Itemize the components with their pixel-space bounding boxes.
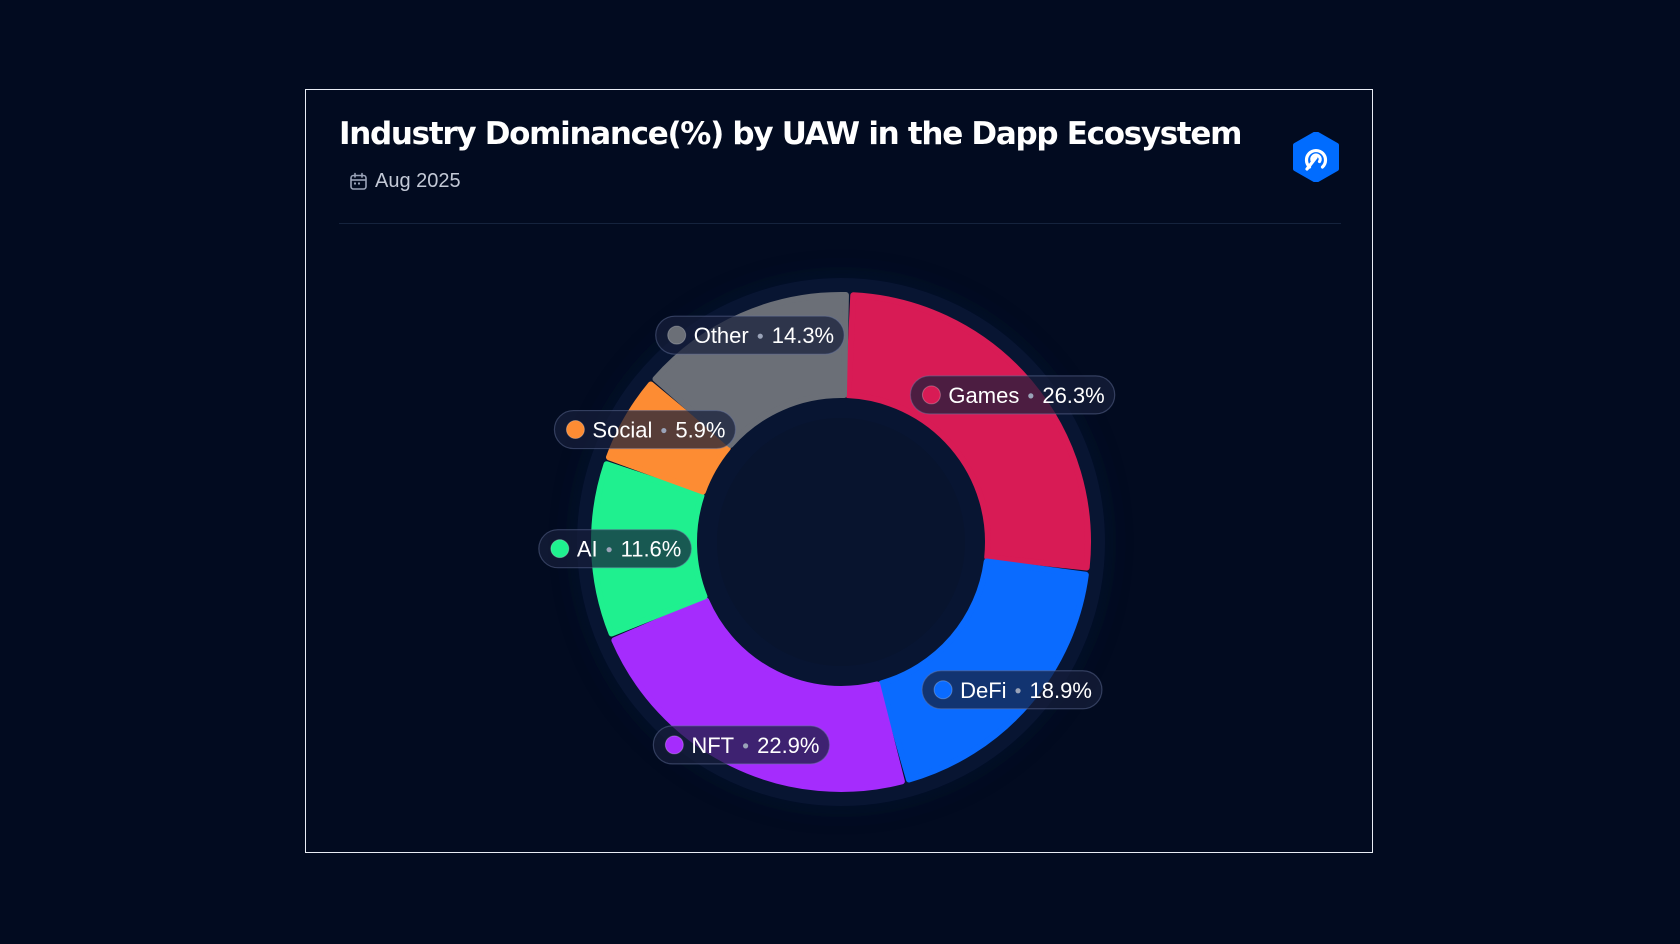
slice-label-social: Social 5.9% [553, 409, 737, 450]
label-separator [1028, 393, 1034, 399]
slice-value: 18.9% [1030, 678, 1092, 703]
slice-name: Social [592, 418, 652, 443]
slice-label-games: Games 26.3% [909, 375, 1116, 415]
slice-value: 26.3% [1042, 383, 1104, 408]
slice-label-ai: AI 11.6% [538, 529, 692, 569]
label-separator [1015, 688, 1021, 694]
slice-games[interactable] [845, 292, 1091, 571]
slice-nft[interactable] [611, 597, 905, 792]
label-chip-background [553, 409, 737, 450]
slice-value: 11.6% [621, 537, 682, 562]
calendar-icon [349, 172, 368, 191]
label-chip-background [538, 529, 692, 569]
label-chip-background [921, 670, 1103, 710]
slice-name: Other [694, 323, 749, 348]
label-chip-background [652, 725, 831, 765]
legend-dot [667, 325, 687, 345]
slice-value: 22.9% [757, 733, 819, 758]
legend-dot [550, 539, 570, 559]
legend-dot [921, 385, 941, 405]
slice-value: 5.9% [675, 418, 725, 443]
slice-name: NFT [691, 733, 734, 758]
slice-name: AI [577, 537, 598, 562]
label-separator [661, 427, 667, 434]
slice-name: Games [948, 383, 1019, 408]
dappradar-logo-icon[interactable] [1291, 131, 1341, 187]
label-chip-background [655, 315, 845, 355]
slice-label-nft: NFT 22.9% [652, 725, 831, 765]
label-separator [757, 333, 763, 339]
legend-dot [664, 735, 684, 755]
header-divider [339, 223, 1341, 224]
slice-defi[interactable] [878, 558, 1089, 783]
chart-card: Industry Dominance(%) by UAW in the Dapp… [305, 89, 1373, 853]
label-chip-background [909, 375, 1116, 415]
slice-label-defi: DeFi 18.9% [921, 670, 1103, 710]
date-text: Aug 2025 [375, 170, 461, 192]
slice-name: DeFi [960, 678, 1006, 703]
legend-dot [933, 680, 953, 700]
legend-dot [565, 420, 585, 440]
slice-label-other: Other 14.3% [655, 315, 845, 355]
label-separator [743, 743, 749, 749]
date-label: Aug 2025 [349, 170, 461, 193]
donut-chart: Games 26.3% DeFi 18.9% NFT 22.9% AI 11.6% Social… [538, 278, 1116, 806]
chart-title: Industry Dominance(%) by UAW in the Dapp… [339, 116, 1242, 152]
slice-value: 14.3% [772, 323, 834, 348]
label-separator [606, 547, 612, 553]
